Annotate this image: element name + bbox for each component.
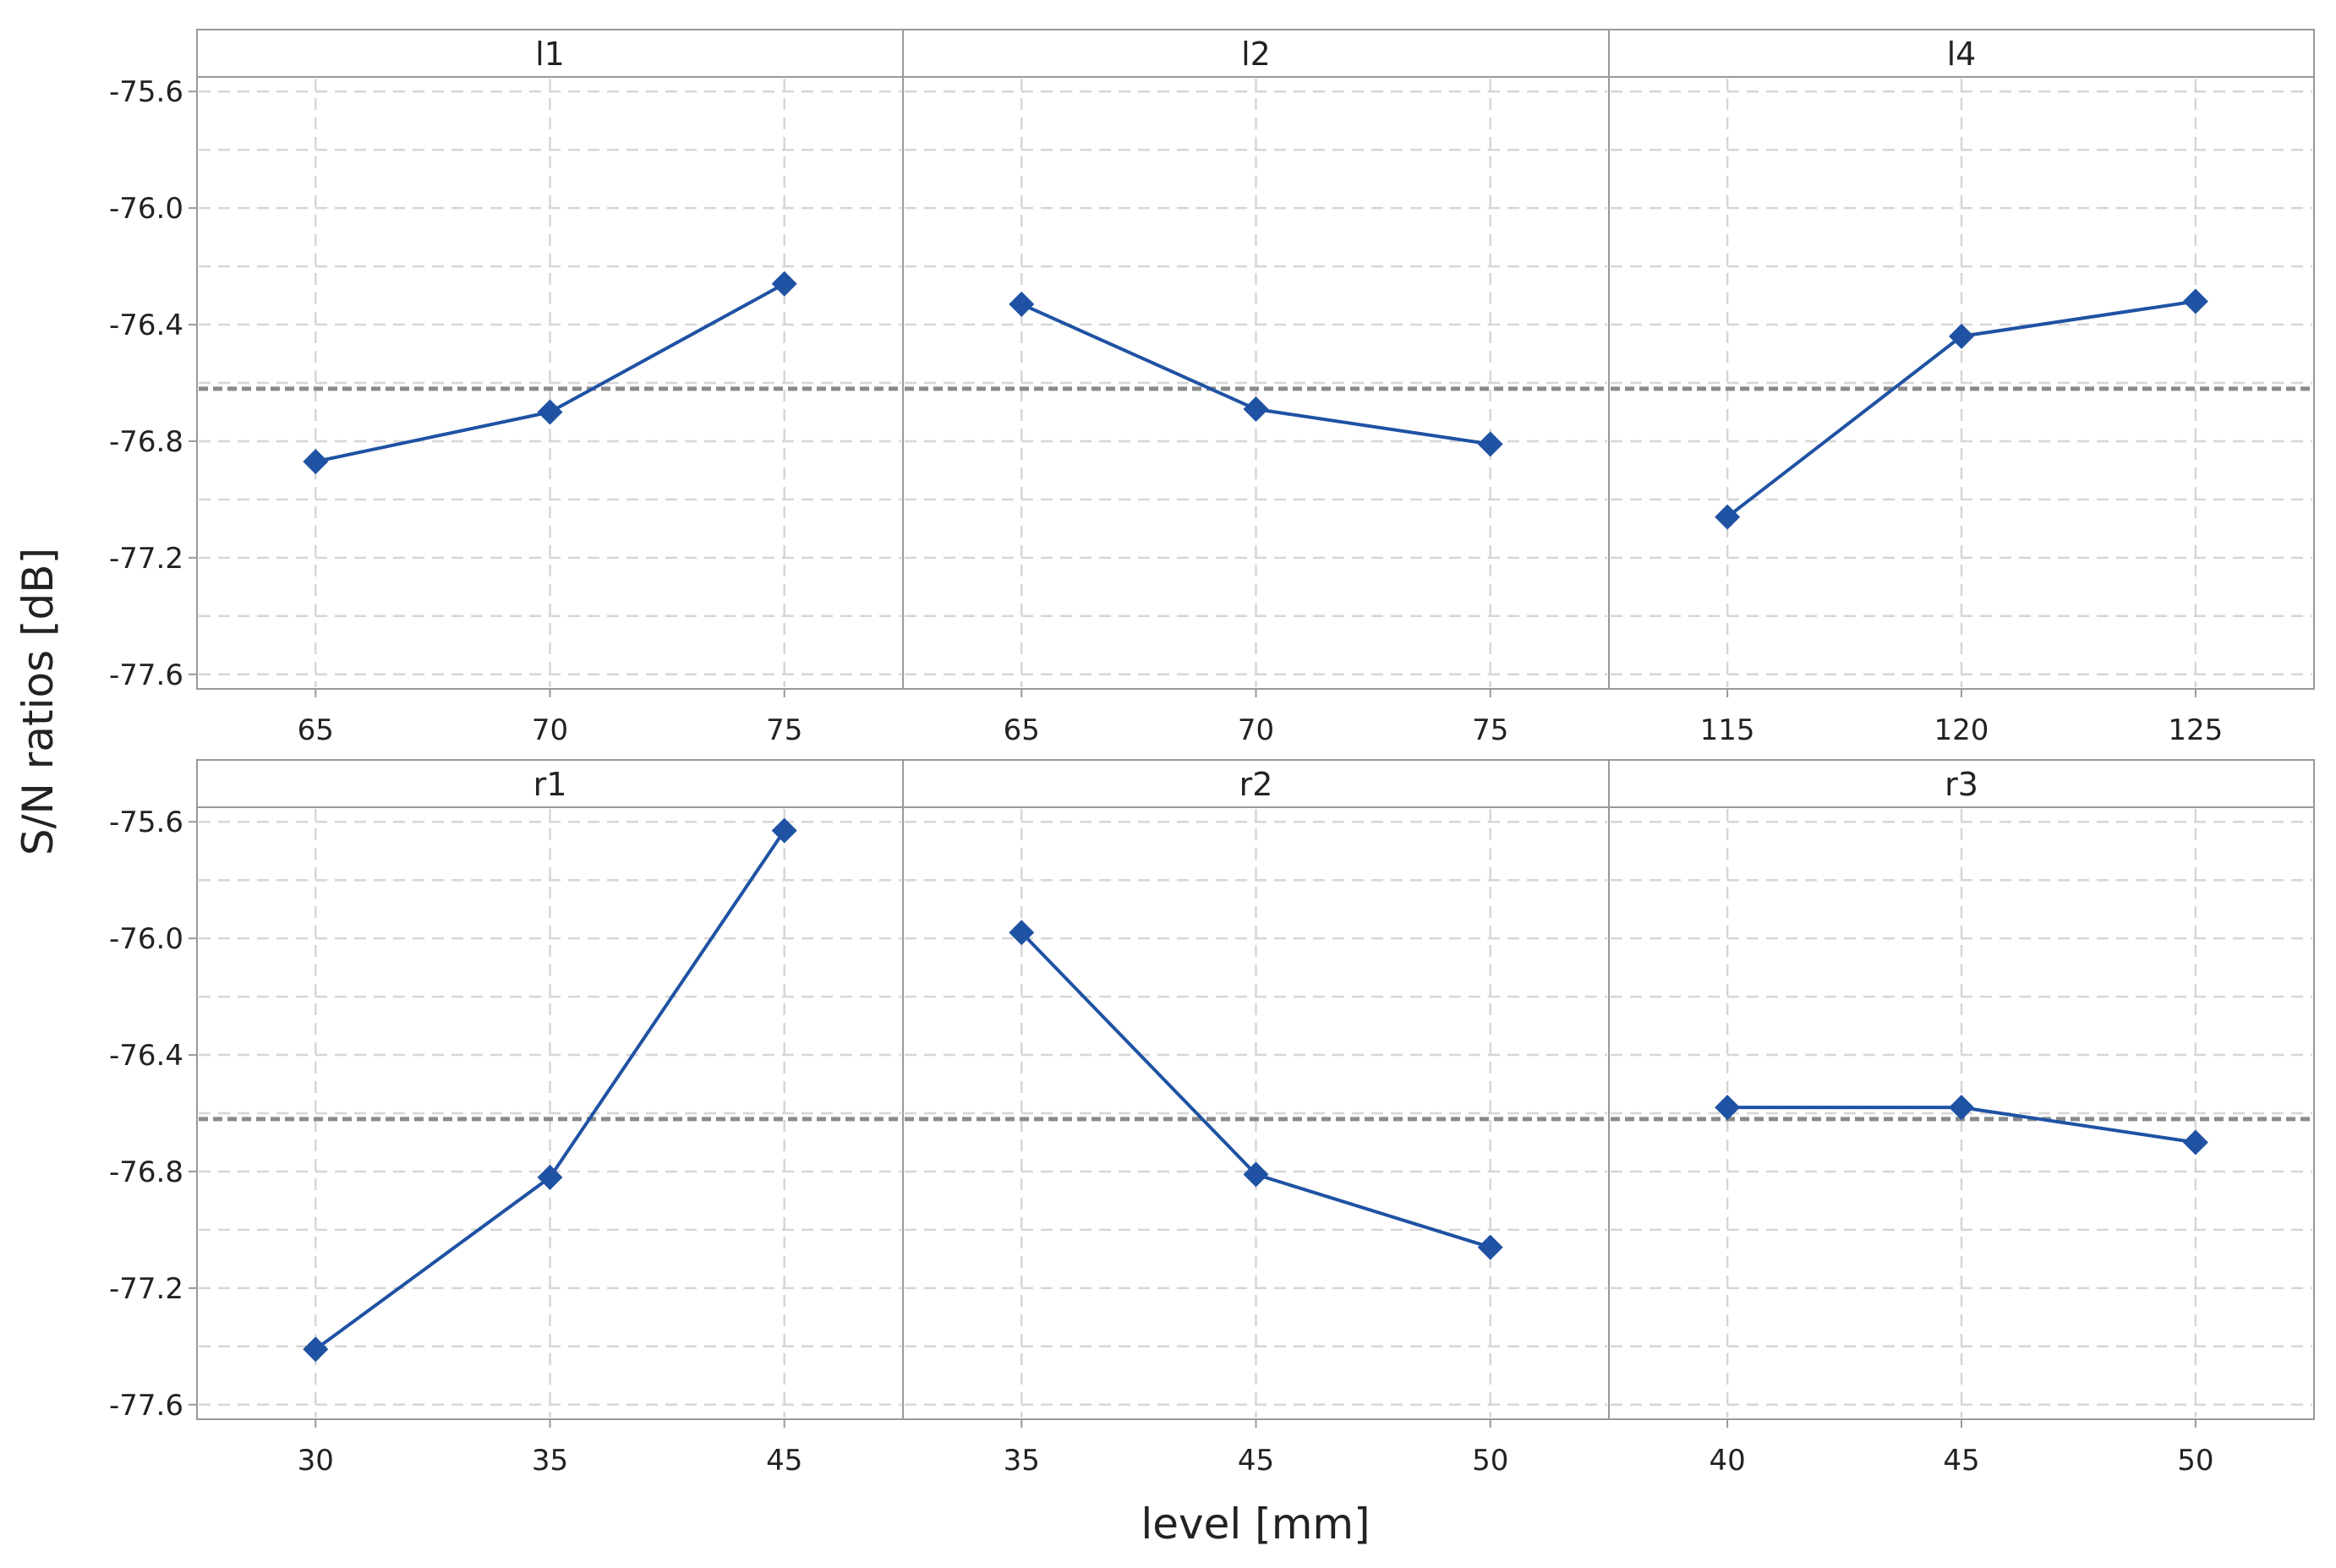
panel-title: l2 bbox=[1241, 36, 1271, 73]
x-tick-label: 75 bbox=[1472, 713, 1508, 747]
panel-r2: r2 35 45 50 bbox=[902, 759, 1610, 1478]
panel-strip bbox=[196, 29, 904, 78]
panel-l2: l2 65 70 75 bbox=[902, 29, 1610, 747]
x-tick-label: 35 bbox=[1004, 1444, 1040, 1478]
y-tick-label: -76.8 bbox=[109, 1156, 183, 1189]
panel-strip bbox=[1608, 29, 2315, 78]
x-tick-label: 50 bbox=[1472, 1444, 1508, 1478]
data-point bbox=[1477, 431, 1503, 457]
panels-layer: l1 65 70 75 l2 65 70 75 l4 115 120 125 -75.6 -76.0 -76… bbox=[109, 29, 2315, 1478]
y-axis-title: S/N ratios [dB] bbox=[14, 548, 63, 855]
y-tick-label: -77.2 bbox=[109, 1272, 183, 1306]
panel-title: r2 bbox=[1239, 766, 1273, 803]
panel-strip bbox=[196, 759, 904, 808]
panel-l4: l4 115 120 125 bbox=[1608, 29, 2315, 747]
panel-title: l4 bbox=[1947, 36, 1977, 73]
data-point bbox=[771, 817, 797, 844]
x-tick-label: 65 bbox=[1004, 713, 1040, 747]
data-point bbox=[1715, 504, 1741, 530]
x-tick-label: 50 bbox=[2177, 1444, 2213, 1478]
data-point bbox=[1949, 323, 1974, 349]
data-point bbox=[1009, 920, 1035, 946]
y-tick-label: -77.6 bbox=[109, 658, 183, 692]
x-tick-label: 65 bbox=[298, 713, 334, 747]
data-point bbox=[1715, 1095, 1741, 1121]
data-point bbox=[1009, 291, 1035, 317]
data-point bbox=[1243, 1161, 1269, 1188]
x-tick-label: 45 bbox=[1238, 1444, 1274, 1478]
y-axis-row-1: -75.6 -76.0 -76.4 -76.8 -77.2 -77.6 bbox=[109, 75, 197, 692]
x-axis-title: level [mm] bbox=[1141, 1500, 1370, 1549]
y-tick-label: -76.0 bbox=[109, 922, 183, 956]
x-tick-label: 45 bbox=[766, 1444, 802, 1478]
data-point bbox=[2182, 288, 2208, 314]
y-axis-row-2: -75.6 -76.0 -76.4 -76.8 -77.2 -77.6 bbox=[109, 806, 197, 1423]
data-point bbox=[2182, 1129, 2208, 1156]
data-point bbox=[1243, 396, 1269, 423]
x-tick-label: 40 bbox=[1709, 1444, 1745, 1478]
panel-l1: l1 65 70 75 bbox=[196, 29, 904, 747]
x-tick-label: 70 bbox=[1238, 713, 1274, 747]
y-tick-label: -75.6 bbox=[109, 75, 183, 109]
data-point bbox=[303, 1336, 329, 1363]
y-tick-label: -76.4 bbox=[109, 309, 183, 342]
x-tick-label: 30 bbox=[298, 1444, 334, 1478]
x-tick-label: 125 bbox=[2168, 713, 2223, 747]
x-tick-label: 70 bbox=[532, 713, 568, 747]
y-tick-label: -75.6 bbox=[109, 806, 183, 839]
panel-r3: r3 40 45 50 bbox=[1608, 759, 2315, 1478]
panel-title: l1 bbox=[535, 36, 565, 73]
data-point bbox=[537, 399, 563, 425]
y-tick-label: -76.8 bbox=[109, 425, 183, 459]
data-point bbox=[537, 1164, 563, 1190]
x-tick-label: 120 bbox=[1934, 713, 1989, 747]
y-tick-label: -76.4 bbox=[109, 1039, 183, 1073]
data-point bbox=[1949, 1095, 1974, 1121]
y-tick-label: -77.2 bbox=[109, 542, 183, 576]
x-tick-label: 35 bbox=[532, 1444, 568, 1478]
y-tick-label: -77.6 bbox=[109, 1389, 183, 1423]
y-tick-label: -76.0 bbox=[109, 192, 183, 226]
panel-title: r1 bbox=[533, 766, 567, 803]
data-point bbox=[771, 270, 797, 297]
panel-title: r3 bbox=[1945, 766, 1978, 803]
data-point bbox=[1477, 1234, 1503, 1260]
x-tick-label: 115 bbox=[1700, 713, 1755, 747]
x-tick-label: 45 bbox=[1943, 1444, 1979, 1478]
data-point bbox=[303, 449, 329, 475]
panel-row-1: l1 65 70 75 l2 65 70 75 l4 115 120 125 -75.6 -76.0 -76… bbox=[109, 29, 2315, 747]
panel-r1: r1 30 35 45 bbox=[196, 759, 904, 1478]
x-tick-label: 75 bbox=[766, 713, 802, 747]
